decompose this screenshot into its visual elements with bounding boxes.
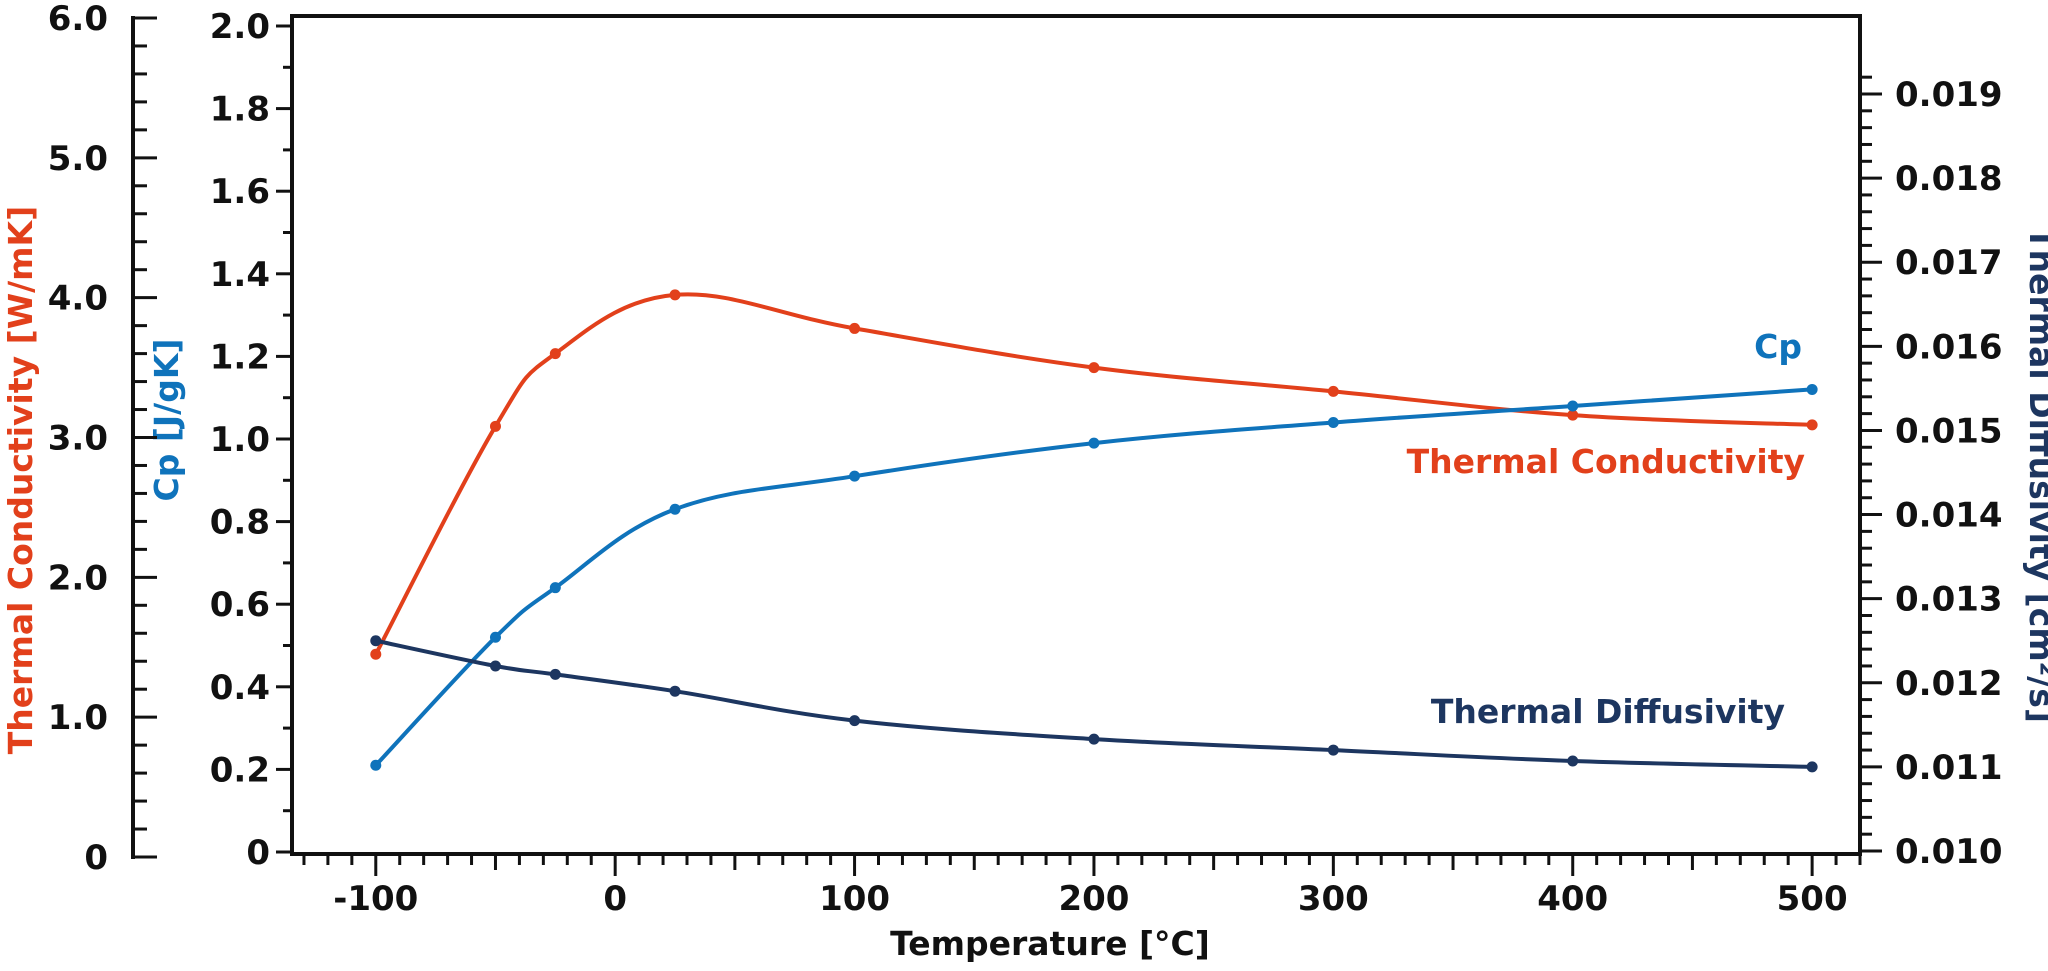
data-point-cp bbox=[669, 503, 681, 515]
cp-tick-label: 1.6 bbox=[210, 172, 270, 212]
data-point-conductivity bbox=[1088, 362, 1100, 374]
data-point-diffusivity bbox=[1806, 761, 1818, 773]
diffusivity-tick-label: 0.019 bbox=[1895, 75, 2003, 115]
data-point-cp bbox=[1567, 400, 1579, 412]
diffusivity-tick-label: 0.016 bbox=[1895, 327, 2003, 367]
diffusivity-tick-label: 0.012 bbox=[1895, 664, 2003, 704]
x-tick-label: 500 bbox=[1777, 879, 1848, 919]
diffusivity-tick-label: 0.010 bbox=[1895, 832, 2003, 872]
cp-tick-label: 0.6 bbox=[210, 585, 270, 625]
data-point-cp bbox=[1088, 437, 1100, 449]
diffusivity-tick-label: 0.018 bbox=[1895, 159, 2003, 199]
data-point-conductivity bbox=[549, 348, 561, 360]
diffusivity-axis-title: Thermal Diffusivity [cm²/s] bbox=[2022, 227, 2048, 723]
diffusivity-tick-label: 0.013 bbox=[1895, 580, 2003, 620]
data-point-diffusivity bbox=[370, 635, 382, 647]
cp-tick-label: 0.8 bbox=[210, 503, 270, 543]
cp-tick-label: 0.2 bbox=[210, 750, 270, 790]
data-point-cp bbox=[1806, 383, 1818, 395]
diffusivity-tick-label: 0.011 bbox=[1895, 748, 2003, 788]
data-point-conductivity bbox=[1567, 409, 1579, 421]
diffusivity-tick-label: 0.017 bbox=[1895, 243, 2003, 283]
conductivity-tick-label: 3.0 bbox=[48, 419, 108, 459]
conductivity-axis-title: Thermal Conductivity [W/mK] bbox=[1, 206, 40, 754]
series-line-cp bbox=[373, 387, 1815, 768]
cp-tick-label: 1.8 bbox=[210, 90, 270, 130]
data-point-conductivity bbox=[1327, 385, 1339, 397]
data-point-conductivity bbox=[1806, 419, 1818, 431]
data-point-diffusivity bbox=[669, 685, 681, 697]
series-line-diffusivity bbox=[373, 638, 1815, 769]
x-axis-title: Temperature [°C] bbox=[890, 924, 1210, 963]
data-point-diffusivity bbox=[1327, 744, 1339, 756]
x-tick-label: 100 bbox=[819, 879, 890, 919]
data-point-conductivity bbox=[849, 322, 861, 334]
cp-tick-label: 2.0 bbox=[210, 7, 270, 47]
data-point-conductivity bbox=[370, 648, 382, 660]
series-label-diffusivity: Thermal Diffusivity bbox=[1431, 692, 1785, 731]
cp-tick-label: 1.2 bbox=[210, 337, 270, 377]
x-tick-label: 200 bbox=[1058, 879, 1129, 919]
data-point-cp bbox=[1327, 416, 1339, 428]
data-point-diffusivity bbox=[1567, 755, 1579, 767]
conductivity-tick-label: 5.0 bbox=[48, 139, 108, 179]
x-tick-label: 0 bbox=[603, 879, 627, 919]
x-tick-label: -100 bbox=[333, 879, 418, 919]
cp-tick-label: 1.4 bbox=[210, 255, 270, 295]
data-point-diffusivity bbox=[1088, 733, 1100, 745]
data-point-diffusivity bbox=[849, 715, 861, 727]
diffusivity-tick-label: 0.015 bbox=[1895, 411, 2003, 451]
cp-tick-label: 1.0 bbox=[210, 420, 270, 460]
cp-axis-title: Cp [J/gK] bbox=[147, 338, 186, 501]
conductivity-tick-label: 0 bbox=[84, 838, 108, 878]
data-point-conductivity bbox=[669, 289, 681, 301]
conductivity-tick-label: 2.0 bbox=[48, 558, 108, 598]
data-point-cp bbox=[849, 470, 861, 482]
plot-frame bbox=[290, 14, 1862, 856]
diffusivity-tick-label: 0.014 bbox=[1895, 496, 2003, 536]
data-point-diffusivity bbox=[489, 660, 501, 672]
cp-tick-label: 0 bbox=[246, 833, 270, 873]
x-tick-label: 300 bbox=[1298, 879, 1369, 919]
data-point-diffusivity bbox=[549, 668, 561, 680]
series-label-conductivity: Thermal Conductivity bbox=[1407, 442, 1805, 481]
conductivity-tick-label: 1.0 bbox=[48, 698, 108, 738]
series-label-cp: Cp bbox=[1754, 327, 1802, 366]
data-point-conductivity bbox=[489, 420, 501, 432]
cp-tick-label: 0.4 bbox=[210, 668, 270, 708]
conductivity-tick-label: 4.0 bbox=[48, 279, 108, 319]
data-point-cp bbox=[370, 759, 382, 771]
data-point-cp bbox=[549, 582, 561, 594]
conductivity-tick-label: 6.0 bbox=[48, 0, 108, 39]
data-point-cp bbox=[489, 631, 501, 643]
x-tick-label: 400 bbox=[1537, 879, 1608, 919]
